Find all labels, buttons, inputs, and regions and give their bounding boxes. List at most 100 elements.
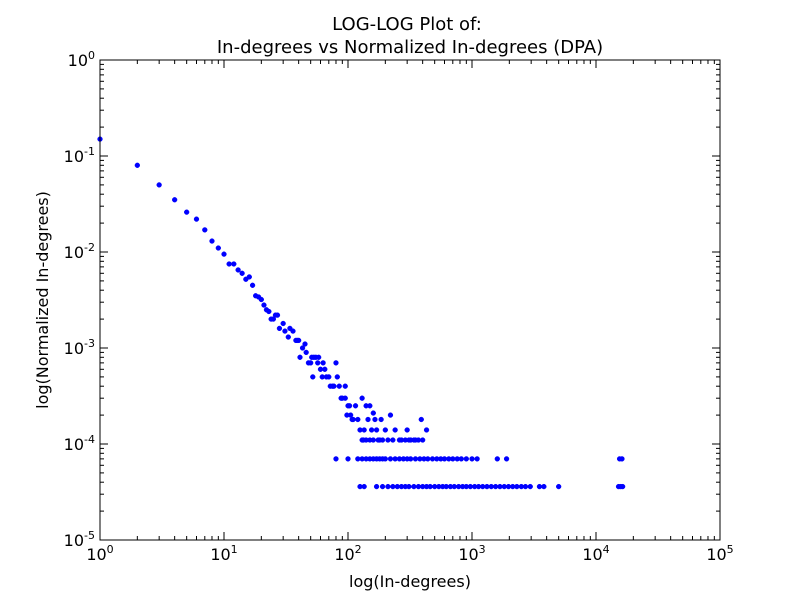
data-point [282,328,288,334]
data-point [316,354,322,360]
data-point [367,403,373,409]
data-point [390,483,396,490]
data-point [370,437,376,443]
data-point [379,437,386,443]
data-point [396,437,403,443]
chart-title-line1: LOG-LOG Plot of: [332,14,482,35]
data-point [450,456,456,462]
data-point [382,427,388,433]
data-point [407,456,414,462]
scatter-points [97,136,626,490]
axis-ticks: 100 101 102 103 104 105 100 10-1 10-2 10-3 10-4 10-… [64,49,734,564]
data-point [373,483,380,490]
data-point [345,456,351,462]
y-tick-label: 10-5 [64,529,95,550]
data-point [359,395,365,401]
data-point [184,209,190,215]
data-point [387,456,394,462]
data-point [303,349,309,356]
data-point [215,245,221,251]
data-point [365,416,371,423]
data-point [406,437,412,443]
data-point [379,483,386,490]
data-point [412,456,419,462]
data-point [423,427,430,433]
x-tick-label: 105 [706,543,733,564]
data-point [172,197,178,203]
data-point [370,410,376,416]
data-point [373,427,380,433]
data-point [258,296,264,303]
data-point [378,416,384,423]
data-point [361,483,367,490]
data-point [296,337,302,344]
data-point [276,325,283,332]
data-point [235,267,241,273]
data-point [310,374,316,380]
data-point [503,456,510,462]
data-point [331,383,337,389]
data-point [418,416,424,423]
data-point [261,302,267,308]
chart-title-line2: In-degrees vs Normalized In-degrees (DPA… [217,37,603,58]
data-point [231,261,237,267]
data-point [382,456,388,462]
data-point [411,483,417,490]
data-point [333,456,339,462]
data-point [315,360,321,366]
data-point [474,456,480,462]
data-point [390,437,396,443]
x-tick-label: 102 [334,543,361,564]
data-point [536,483,543,490]
data-point [385,483,391,490]
data-point [299,345,306,351]
x-tick-label: 103 [458,543,485,564]
data-point [334,374,340,380]
data-point [494,456,500,462]
data-point [308,360,314,366]
data-point [352,403,359,409]
x-tick-label: 101 [210,543,237,564]
data-point [492,483,499,490]
data-point [458,456,464,462]
data-point [355,416,361,423]
data-point [427,483,433,490]
data-point [415,437,422,443]
data-point [368,427,375,433]
data-point [193,216,200,222]
data-point [346,403,353,409]
data-point [156,182,162,188]
data-point [274,312,281,318]
plot-area-frame [99,59,721,541]
data-point [246,274,252,280]
data-point [342,383,348,389]
data-point [514,483,520,490]
data-point [527,483,533,490]
data-point [463,456,469,462]
data-point [488,483,494,490]
data-point [266,308,272,315]
y-tick-label: 10-2 [64,241,95,262]
data-point [336,383,342,389]
data-point [425,456,431,462]
data-point [372,416,378,423]
data-point [326,374,332,380]
data-point [320,360,326,366]
data-point [134,162,140,168]
data-point [342,395,348,401]
data-point [202,227,208,233]
data-point [522,483,529,490]
data-point [406,483,412,490]
data-point [556,483,562,490]
data-point [239,270,245,276]
data-point [333,360,339,366]
data-point [541,483,547,490]
data-point [385,437,391,443]
x-tick-label: 104 [582,543,609,564]
x-axis-label: log(In-degrees) [349,572,471,591]
x-tick-label: 100 [86,543,113,564]
y-tick-label: 100 [68,49,95,70]
data-point [350,416,356,423]
